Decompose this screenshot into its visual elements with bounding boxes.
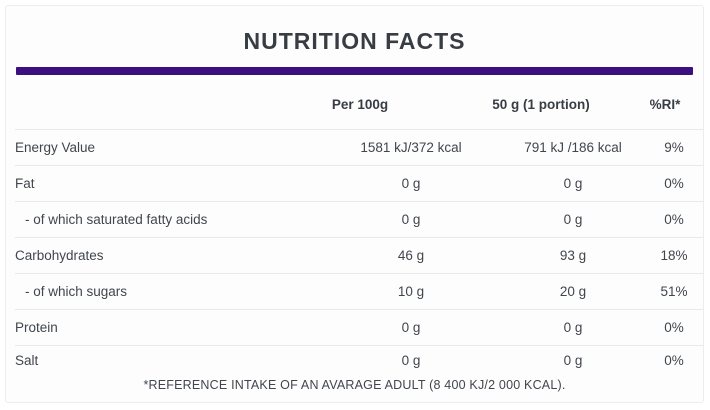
value-per-portion: 0 g bbox=[563, 175, 583, 191]
value-per-100g: 0 g bbox=[401, 175, 421, 191]
value-per-100g: 0 g bbox=[401, 211, 421, 227]
value-per-portion: 791 kJ /186 kcal bbox=[524, 139, 622, 155]
value-ri-percent: 9% bbox=[664, 139, 684, 155]
column-header-ri: %RI* bbox=[645, 97, 703, 113]
value-per-100g: 10 g bbox=[397, 283, 425, 299]
row-label: Protein bbox=[15, 319, 58, 335]
value-per-100g: 0 g bbox=[401, 319, 421, 335]
column-header-portion: 50 g (1 portion) bbox=[492, 97, 645, 113]
column-header-portion-label: 50 g (1 portion) bbox=[492, 97, 590, 112]
row-label: Energy Value bbox=[15, 139, 96, 155]
value-per-portion: 0 g bbox=[563, 352, 583, 368]
value-per-portion: 93 g bbox=[559, 247, 587, 263]
value-per-portion: 0 g bbox=[563, 211, 583, 227]
table-row: Salt 0 g 0 g 0% bbox=[15, 345, 703, 375]
row-label: Salt bbox=[15, 352, 39, 368]
value-ri-percent: 0% bbox=[664, 211, 684, 227]
row-label: Fat bbox=[15, 175, 35, 191]
value-per-portion: 20 g bbox=[559, 283, 587, 299]
column-header-per-100g-label: Per 100g bbox=[331, 97, 389, 112]
column-header-per-100g: Per 100g bbox=[321, 97, 501, 113]
value-per-portion: 0 g bbox=[563, 319, 583, 335]
table-row: Energy Value 1581 kJ/372 kcal 791 kJ /18… bbox=[15, 129, 703, 165]
table-row: Carbohydrates 46 g 93 g 18% bbox=[15, 237, 703, 273]
value-per-100g: 0 g bbox=[401, 352, 421, 368]
column-header-ri-label: %RI* bbox=[649, 97, 681, 112]
value-ri-percent: 18% bbox=[660, 247, 688, 263]
reference-intake-footnote: *REFERENCE INTAKE OF AN AVARAGE ADULT (8… bbox=[143, 378, 566, 392]
table-body: Energy Value 1581 kJ/372 kcal 791 kJ /18… bbox=[15, 129, 703, 375]
row-label: Carbohydrates bbox=[15, 247, 104, 263]
value-ri-percent: 51% bbox=[660, 283, 688, 299]
table-row: - of which saturated fatty acids 0 g 0 g… bbox=[15, 201, 703, 237]
value-per-100g: 46 g bbox=[397, 247, 425, 263]
accent-divider-bar bbox=[16, 67, 693, 75]
value-per-100g: 1581 kJ/372 kcal bbox=[360, 139, 462, 155]
nutrition-table: Per 100g 50 g (1 portion) %RI* Energy Va… bbox=[15, 75, 703, 375]
value-ri-percent: 0% bbox=[664, 175, 684, 191]
value-ri-percent: 0% bbox=[664, 319, 684, 335]
table-row: Protein 0 g 0 g 0% bbox=[15, 309, 703, 345]
table-header-row: Per 100g 50 g (1 portion) %RI* bbox=[15, 75, 703, 129]
table-row: Fat 0 g 0 g 0% bbox=[15, 165, 703, 201]
nutrition-facts-card: NUTRITION FACTS Per 100g 50 g (1 portion… bbox=[5, 5, 704, 403]
row-label: - of which saturated fatty acids bbox=[25, 211, 208, 227]
value-ri-percent: 0% bbox=[664, 352, 684, 368]
page-title: NUTRITION FACTS bbox=[243, 28, 466, 54]
row-label: - of which sugars bbox=[25, 283, 128, 299]
table-row: - of which sugars 10 g 20 g 51% bbox=[15, 273, 703, 309]
